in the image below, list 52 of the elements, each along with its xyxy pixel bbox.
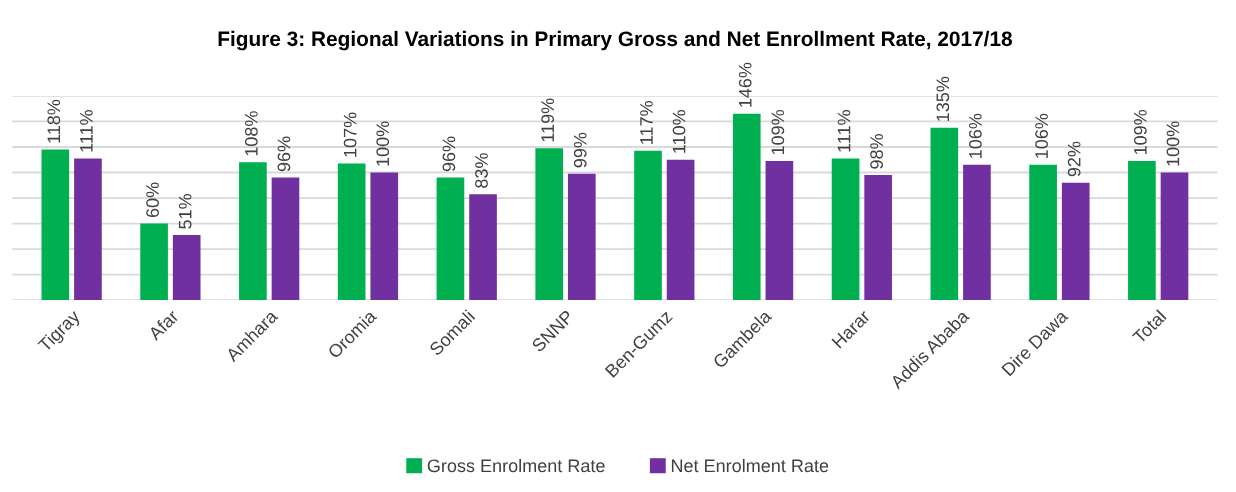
bar [634, 150, 662, 301]
data-label: 119% [541, 98, 555, 142]
data-label: 107% [343, 112, 357, 157]
bar [1160, 172, 1189, 301]
data-label: 109% [771, 109, 785, 155]
data-label: 83% [475, 153, 488, 188]
data-label: 111% [837, 110, 851, 152]
x-tick-label: Afar [147, 308, 180, 342]
bar [864, 175, 892, 301]
bar [140, 223, 168, 301]
data-label: 106% [1035, 113, 1048, 158]
bar [666, 159, 695, 301]
data-label: 51% [178, 193, 192, 229]
data-label: 99% [573, 132, 587, 168]
bar [930, 127, 959, 301]
bar [239, 162, 267, 301]
data-label: 106% [969, 113, 982, 158]
data-label: 100% [376, 121, 390, 166]
bar [172, 235, 201, 301]
bar [1128, 161, 1156, 301]
bar [765, 161, 794, 301]
data-label: 109% [1133, 109, 1147, 155]
data-label: 108% [244, 111, 258, 156]
bar [469, 194, 497, 301]
bar [963, 164, 991, 301]
bar [337, 163, 366, 301]
bar [436, 177, 465, 301]
bar [74, 158, 102, 301]
bar [831, 158, 860, 301]
legend-label: Gross Enrolment Rate [427, 458, 605, 473]
bar [535, 148, 564, 301]
legend-label: Net Enrolment Rate [671, 458, 829, 473]
data-label: 111% [80, 110, 93, 152]
bar [271, 177, 300, 301]
data-label: 60% [146, 182, 159, 218]
bar [567, 173, 596, 301]
data-label: 117% [640, 101, 653, 144]
data-label: 110% [672, 109, 686, 153]
data-label: 135% [936, 76, 950, 121]
data-label: 98% [870, 134, 883, 169]
bar [1029, 164, 1057, 301]
data-label: 96% [277, 136, 291, 172]
data-label: 146% [738, 62, 752, 107]
data-label: 96% [442, 136, 456, 172]
data-label: 118% [47, 99, 61, 143]
chart-title: Figure 3: Regional Variations in Primary Gross and Net Enrollment Rate, 2017/18 [218, 30, 1012, 51]
bar [41, 149, 70, 301]
bar [1061, 182, 1090, 301]
data-label: 92% [1067, 141, 1081, 177]
bar [732, 113, 761, 301]
data-label: 100% [1166, 121, 1180, 166]
bar [370, 172, 399, 301]
